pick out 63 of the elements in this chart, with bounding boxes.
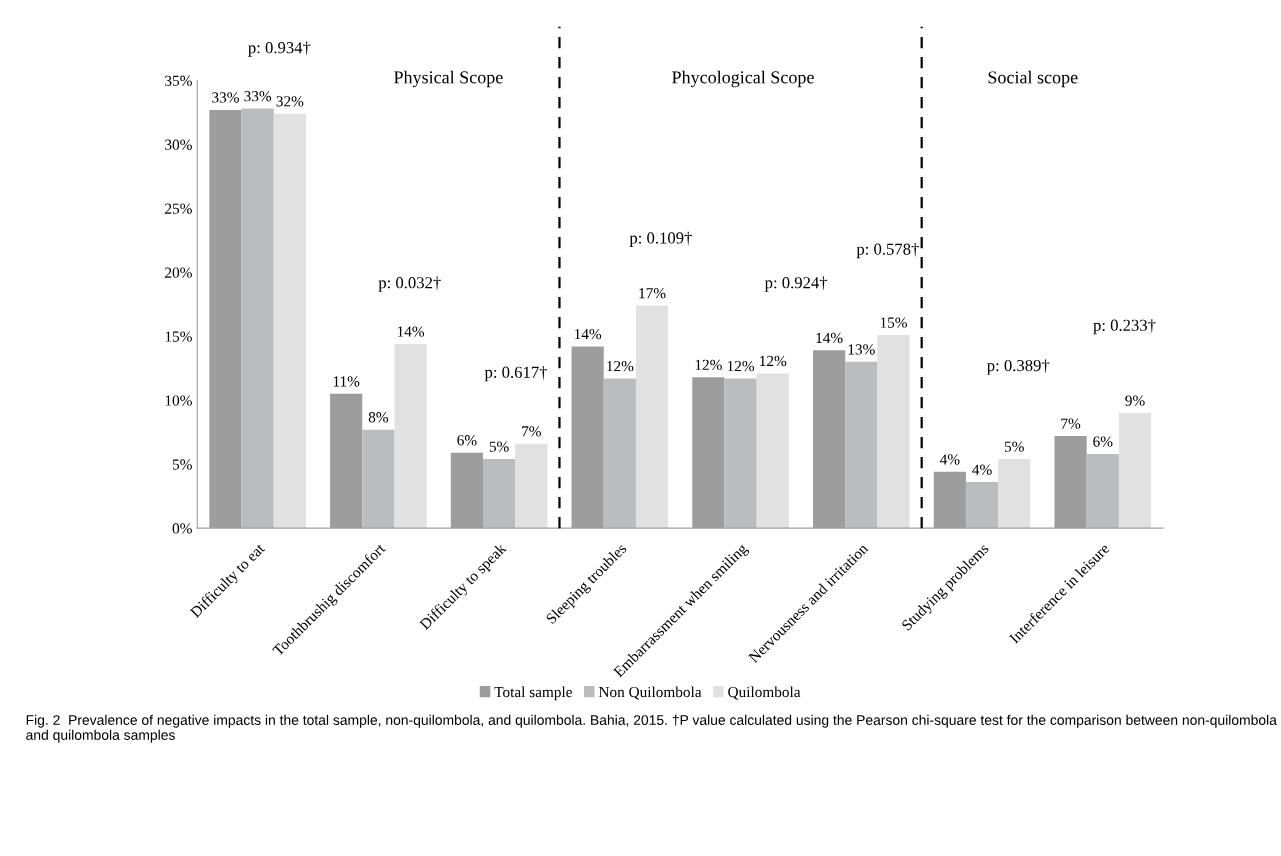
bar bbox=[724, 378, 757, 529]
data-label: 4% bbox=[972, 464, 992, 475]
bar bbox=[603, 378, 636, 529]
data-label: 7% bbox=[1061, 418, 1081, 429]
data-label: 6% bbox=[457, 435, 477, 446]
annotation: p: 0.233† bbox=[1093, 319, 1156, 335]
data-label: 12% bbox=[607, 360, 634, 372]
bar bbox=[273, 113, 306, 529]
bar bbox=[394, 343, 427, 529]
annotation: p: 0.109† bbox=[629, 231, 692, 247]
data-label: 9% bbox=[1125, 395, 1145, 406]
bar bbox=[998, 459, 1031, 529]
data-label: 12% bbox=[695, 359, 722, 370]
bar bbox=[483, 459, 516, 529]
y-tick-label: 35% bbox=[165, 75, 192, 86]
data-label: 14% bbox=[397, 326, 425, 337]
data-label: 5% bbox=[1004, 441, 1024, 452]
data-label: 12% bbox=[760, 355, 787, 367]
annotation: p: 0.389† bbox=[987, 359, 1050, 375]
bar bbox=[241, 108, 274, 529]
annotation: p: 0.032† bbox=[378, 276, 441, 292]
bar bbox=[845, 361, 878, 529]
caption: Fig. 2 Prevalence of negative impacts in the total sample, non-quilombola, and quilombola. Bahia, 2015. †P value calculated using the Pearson chi-square test for the comparison between non-quilombola and quilombola samples bbox=[26, 714, 1277, 743]
bar bbox=[1086, 453, 1119, 529]
data-label: 6% bbox=[1093, 436, 1113, 447]
legend-label: Quilombola bbox=[728, 686, 801, 700]
bar bbox=[362, 429, 395, 529]
y-tick-label: 30% bbox=[165, 139, 192, 150]
annotation: p: 0.578† bbox=[856, 243, 919, 259]
data-label: 15% bbox=[880, 317, 907, 328]
y-tick-label: 20% bbox=[165, 267, 192, 278]
text: p: 0.934† bbox=[248, 41, 311, 57]
y-tick-label: 0% bbox=[172, 523, 192, 534]
annotation: p: 0.617† bbox=[484, 366, 547, 382]
bar bbox=[1118, 413, 1152, 529]
y-tick-label: 5% bbox=[172, 459, 192, 470]
annotation: Social scope bbox=[988, 70, 1078, 88]
data-label: 32% bbox=[276, 96, 304, 107]
legend-label: Non Quilombola bbox=[598, 686, 702, 700]
bar bbox=[965, 482, 999, 529]
data-label: 5% bbox=[489, 441, 509, 452]
y-tick-label: 25% bbox=[165, 203, 192, 214]
annotation: Physical Scope bbox=[394, 70, 503, 88]
data-label: 8% bbox=[368, 412, 389, 423]
data-label: 33% bbox=[212, 92, 239, 103]
data-label: 7% bbox=[522, 426, 541, 437]
bar bbox=[756, 373, 789, 529]
data-label: 11% bbox=[333, 376, 360, 387]
annotation: p: 0.924† bbox=[764, 276, 828, 292]
data-label: 14% bbox=[816, 332, 843, 344]
bar bbox=[877, 335, 910, 529]
data-label: 12% bbox=[727, 360, 755, 372]
data-label: 33% bbox=[244, 91, 272, 102]
data-label: 17% bbox=[639, 288, 666, 299]
annotation: Phycological Scope bbox=[672, 70, 814, 88]
y-tick-label: 10% bbox=[165, 395, 192, 406]
bar bbox=[515, 443, 548, 529]
data-label: 4% bbox=[939, 454, 960, 465]
data-label: 14% bbox=[574, 328, 602, 340]
y-tick-label: 15% bbox=[165, 331, 192, 342]
data-label: 13% bbox=[848, 344, 875, 355]
bar bbox=[635, 305, 669, 529]
legend-label: Total sample bbox=[494, 686, 572, 701]
